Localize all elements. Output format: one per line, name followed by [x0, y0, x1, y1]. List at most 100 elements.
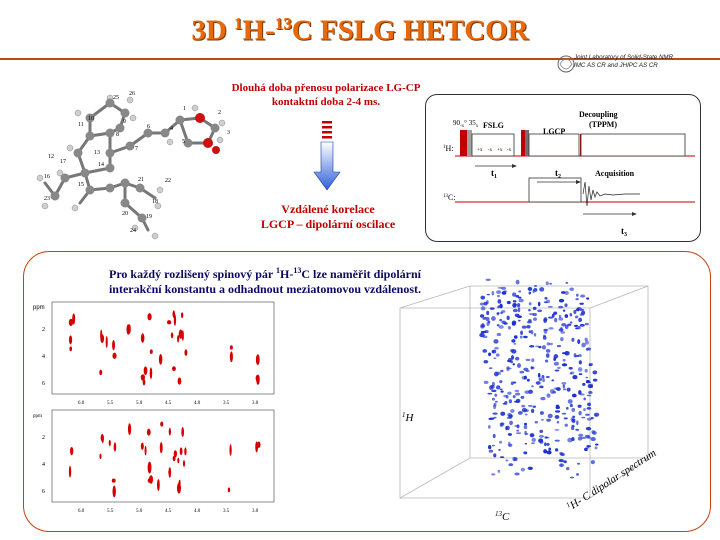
spectrum-3d-peak [533, 287, 538, 292]
spectrum-3d-peak [585, 379, 590, 384]
spectrum-3d-peak [499, 440, 503, 444]
atom-label: 24 [130, 228, 136, 234]
atom-label: 11 [78, 122, 84, 128]
pulse-35 [467, 130, 472, 156]
spectrum-3d-peak [576, 307, 582, 310]
spectrum-3d-peak [485, 300, 489, 305]
spectrum-3d-peak [500, 390, 504, 393]
spectrum-peak [177, 457, 180, 464]
svg-text:4.5: 4.5 [165, 509, 172, 514]
svg-text:3.5: 3.5 [223, 509, 230, 514]
spectrum-3d-peak [495, 385, 501, 390]
spectrum-peak [157, 479, 160, 491]
spectrum-3d-peak [545, 281, 549, 286]
spectrum-3d-peak [543, 449, 548, 454]
spectrum-peak [168, 427, 171, 436]
spectrum-3d-peak [585, 426, 592, 431]
spectrum-3d-peak [562, 309, 566, 312]
spectrum-3d-peak [486, 293, 491, 296]
spectrum-3d-peak [518, 319, 521, 322]
spectrum-3d-peak [560, 337, 564, 342]
spectrum-3d-peak [528, 330, 532, 334]
svg-text:5.5: 5.5 [107, 401, 114, 406]
spectrum-peak [108, 439, 111, 447]
fslg-phase: -x [488, 148, 493, 153]
spectrum-3d-peak [480, 330, 486, 334]
spectrum-3d-peak [577, 339, 581, 345]
spectrum-peak [69, 346, 73, 352]
spectrum-peak [184, 447, 187, 456]
atom-label: 3 [227, 130, 230, 136]
atom-label: 22 [165, 178, 171, 184]
spectrum-3d-peak [574, 316, 579, 319]
spectrum-3d-peak [528, 302, 532, 306]
spectrum-3d-peak [545, 353, 550, 358]
spectrum-3d-peak [515, 432, 522, 435]
spectrum-3d-peak [496, 332, 502, 337]
spectrum-3d-peak [493, 453, 497, 458]
spectrum-3d-peak [578, 433, 584, 437]
spectrum-3d-peak [483, 359, 489, 364]
spectrum-3d-peak [511, 339, 516, 343]
spectrum-3d-peak [488, 352, 492, 357]
spectrum-3d-peak [502, 402, 507, 405]
spectrum-3d-peak [569, 313, 573, 317]
spectrum-3d-peak [592, 370, 598, 375]
spectrum-3d-peak [514, 424, 518, 427]
spectrum-3d-peak [515, 279, 520, 285]
spectrum-3d-peak [581, 416, 586, 419]
spectrum-3d-peak [521, 376, 527, 380]
lab-logo: Joint Laboratory of Solid-State NMR IMC … [556, 46, 720, 82]
spectrum-3d-peak [553, 361, 560, 366]
spectrum-3d-peak [491, 349, 495, 354]
spectrum-3d-peak [561, 363, 568, 367]
spectrum-3d-peak [559, 463, 564, 468]
spectrum-3d-peak [535, 381, 541, 385]
spectrum-peak [113, 442, 117, 452]
spectrum-peak [255, 354, 260, 366]
spectrum-3d-peak [579, 302, 584, 305]
spectrum-3d-peak [542, 378, 545, 383]
spectrum-3d-peak [524, 430, 527, 436]
channel-h-label: H: [446, 144, 454, 153]
y-tick: 2 [42, 435, 45, 441]
pulse-35-label: 35 [469, 119, 477, 127]
spectrum-3d-peak [561, 381, 567, 385]
spectrum-3d-peak [577, 404, 582, 408]
spectrum-peak [68, 465, 72, 478]
spectrum-3d-peak [553, 311, 558, 315]
spectrum-3d-peak [512, 381, 517, 384]
spectrum-peak [159, 442, 163, 454]
axis-13c-label: C [502, 511, 510, 523]
spectrum-3d-peak [533, 317, 537, 321]
spectrum-3d-peak [572, 374, 578, 380]
svg-text:4.0: 4.0 [194, 509, 201, 514]
spectrum-3d-peak [575, 428, 580, 431]
spectrum-3d-peak [571, 393, 577, 398]
spectrum-3d-peak [541, 345, 547, 350]
spectrum-peak [182, 460, 186, 467]
spectrum-3d-peak [585, 376, 589, 379]
fid-signal [582, 181, 640, 207]
spectrum-3d-peak [539, 287, 545, 292]
spectrum-3d-peak [563, 460, 567, 464]
spectrum-3d-peak [486, 310, 490, 316]
pulse-35-sub: x [476, 124, 479, 129]
spectrum-3d-peak [491, 381, 495, 387]
spectrum-3d-peak [531, 385, 534, 388]
spectrum-3d-peak [574, 354, 580, 358]
spectrum-3d-peak [575, 473, 580, 476]
spectrum-3d-peak [519, 335, 523, 339]
spectrum-3d-peak [584, 447, 588, 452]
spectrum-3d-peak [507, 325, 512, 330]
spectrum-3d-peak [517, 363, 522, 368]
spectrum-3d-peak [511, 321, 516, 326]
spectrum-3d-peak [549, 342, 553, 346]
spectrum-3d-peak [530, 466, 533, 470]
spectrum-3d-peak [499, 318, 503, 322]
spectrum-3d-peak [512, 363, 515, 366]
atom-label: 2 [218, 110, 221, 116]
spectrum-3d-peak [564, 324, 569, 329]
spectrum-3d-peak [570, 426, 575, 431]
atom-label: 16 [44, 174, 50, 180]
